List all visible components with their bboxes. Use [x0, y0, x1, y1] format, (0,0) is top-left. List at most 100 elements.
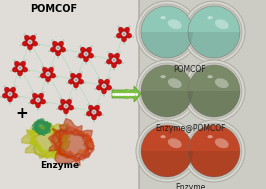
Ellipse shape — [30, 99, 37, 104]
Ellipse shape — [65, 102, 67, 104]
Text: Enzyme@POMCOF: Enzyme@POMCOF — [155, 124, 225, 133]
Circle shape — [141, 125, 193, 177]
Ellipse shape — [2, 93, 9, 98]
Ellipse shape — [45, 75, 51, 82]
Circle shape — [129, 26, 130, 27]
Circle shape — [80, 46, 81, 47]
Circle shape — [93, 121, 95, 122]
Ellipse shape — [114, 53, 120, 60]
Ellipse shape — [168, 78, 182, 88]
Ellipse shape — [62, 104, 64, 106]
Circle shape — [76, 56, 78, 58]
Ellipse shape — [55, 50, 57, 52]
Ellipse shape — [106, 84, 108, 86]
Ellipse shape — [22, 66, 24, 68]
Circle shape — [37, 109, 39, 110]
Circle shape — [46, 72, 50, 76]
Wedge shape — [141, 151, 193, 177]
Ellipse shape — [17, 70, 19, 72]
Circle shape — [136, 60, 198, 122]
Ellipse shape — [111, 61, 117, 68]
Ellipse shape — [83, 56, 85, 58]
Ellipse shape — [35, 101, 37, 104]
Circle shape — [19, 77, 21, 78]
Circle shape — [85, 53, 87, 55]
Ellipse shape — [70, 73, 76, 80]
Circle shape — [74, 108, 76, 110]
Ellipse shape — [93, 108, 95, 110]
Ellipse shape — [78, 53, 85, 58]
Ellipse shape — [7, 95, 13, 102]
Circle shape — [74, 78, 78, 82]
Ellipse shape — [57, 44, 59, 46]
Circle shape — [139, 123, 195, 179]
Ellipse shape — [30, 35, 36, 42]
Ellipse shape — [63, 107, 69, 114]
Ellipse shape — [77, 81, 79, 84]
Ellipse shape — [76, 73, 82, 80]
Circle shape — [188, 65, 240, 117]
Circle shape — [10, 70, 12, 72]
Circle shape — [75, 79, 77, 81]
Ellipse shape — [207, 16, 213, 19]
Circle shape — [64, 104, 68, 108]
Circle shape — [6, 90, 14, 98]
Ellipse shape — [68, 79, 75, 84]
Ellipse shape — [88, 105, 94, 112]
Ellipse shape — [10, 87, 16, 94]
Ellipse shape — [27, 43, 33, 50]
Ellipse shape — [50, 72, 52, 74]
Ellipse shape — [59, 47, 66, 52]
Circle shape — [66, 50, 68, 52]
Ellipse shape — [207, 135, 213, 138]
Circle shape — [37, 99, 39, 101]
Circle shape — [119, 52, 120, 53]
Circle shape — [122, 32, 126, 36]
Ellipse shape — [115, 59, 122, 64]
Ellipse shape — [11, 95, 13, 98]
Ellipse shape — [37, 96, 39, 98]
Circle shape — [88, 104, 89, 105]
Circle shape — [94, 56, 96, 58]
Circle shape — [20, 44, 22, 46]
Ellipse shape — [48, 67, 54, 74]
Ellipse shape — [94, 105, 100, 112]
Ellipse shape — [110, 58, 112, 60]
Polygon shape — [48, 119, 94, 166]
Ellipse shape — [24, 35, 30, 42]
Ellipse shape — [125, 36, 127, 38]
Circle shape — [63, 40, 64, 41]
Circle shape — [104, 62, 106, 64]
Circle shape — [71, 98, 72, 99]
Text: +: + — [16, 106, 28, 122]
Circle shape — [103, 95, 105, 96]
Circle shape — [110, 56, 118, 64]
Circle shape — [19, 67, 21, 69]
Ellipse shape — [50, 47, 57, 52]
Circle shape — [93, 111, 95, 113]
Circle shape — [29, 51, 31, 52]
Ellipse shape — [87, 53, 94, 58]
Circle shape — [94, 88, 96, 90]
Circle shape — [188, 6, 240, 58]
Ellipse shape — [9, 90, 11, 92]
Circle shape — [52, 40, 53, 41]
Circle shape — [186, 63, 242, 119]
Ellipse shape — [80, 47, 86, 54]
Circle shape — [141, 6, 193, 58]
Circle shape — [186, 4, 242, 60]
Ellipse shape — [27, 43, 29, 46]
Ellipse shape — [32, 93, 38, 100]
Circle shape — [8, 92, 12, 96]
Circle shape — [183, 60, 245, 122]
Ellipse shape — [73, 81, 75, 84]
Ellipse shape — [215, 19, 229, 29]
Circle shape — [183, 1, 245, 63]
Ellipse shape — [105, 88, 107, 90]
Circle shape — [48, 50, 50, 52]
Ellipse shape — [40, 98, 42, 100]
Ellipse shape — [116, 33, 123, 38]
Circle shape — [186, 123, 242, 179]
Circle shape — [114, 36, 116, 38]
Ellipse shape — [101, 87, 107, 94]
